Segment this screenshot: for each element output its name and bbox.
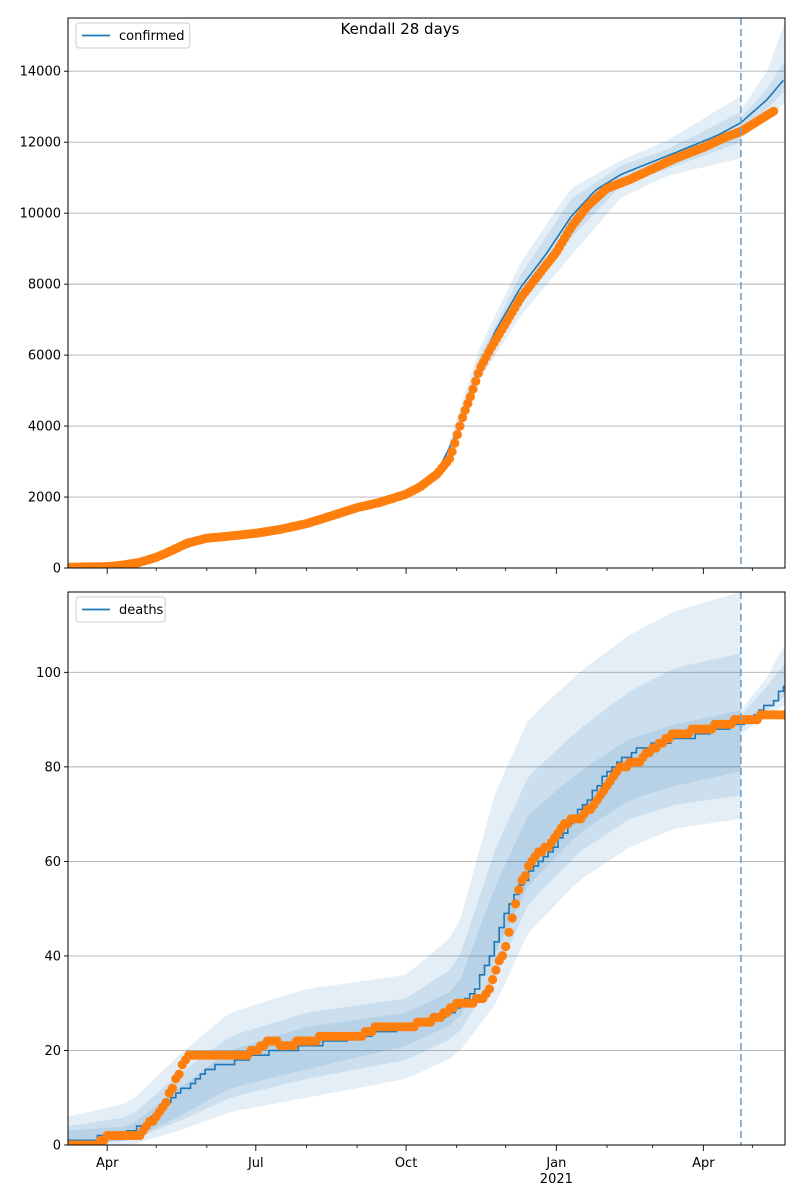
confidence-band <box>68 653 741 1145</box>
observed-point <box>484 984 494 994</box>
axes-frame <box>67 17 786 569</box>
observed-point <box>167 1083 178 1093</box>
x-tick-sublabel: 2021 <box>540 1172 573 1187</box>
observed-point <box>444 454 455 464</box>
observed-point <box>468 384 478 394</box>
y-tick-label: 2000 <box>28 491 61 506</box>
y-tick-label: 100 <box>36 666 61 681</box>
x-tick-label: Apr <box>96 1156 119 1171</box>
observed-point <box>174 1069 184 1079</box>
observed-point <box>507 913 517 923</box>
y-tick-label: 8000 <box>28 278 61 293</box>
subplot-confirmed: 0 2000 4000 6000 8000 10000 12000 14000 confirme… <box>20 17 786 577</box>
observed-point <box>491 965 501 975</box>
observed-point <box>520 871 530 881</box>
y-tick-label: 0 <box>53 562 61 577</box>
observed-point <box>450 438 460 448</box>
y-tick-label: 14000 <box>20 65 61 80</box>
y-tick-label: 80 <box>44 760 61 775</box>
observed-point <box>514 885 524 895</box>
observed-point <box>488 975 498 985</box>
y-tick-label: 40 <box>44 949 61 964</box>
x-tick-label: Jul <box>247 1156 264 1171</box>
observed-point <box>161 1097 171 1108</box>
observed-point <box>447 447 457 457</box>
chart-suptitle: Kendall 28 days <box>340 20 460 38</box>
y-tick-label: 12000 <box>20 136 61 151</box>
y-tick-label: 10000 <box>20 207 61 222</box>
plot-area <box>68 592 785 1145</box>
legend-box <box>75 22 191 49</box>
legend-box <box>75 596 166 623</box>
legend-label: deaths <box>119 603 164 618</box>
confidence-band <box>740 662 785 730</box>
observed-point <box>452 430 462 440</box>
axes-frame <box>67 591 786 1146</box>
legend: confirmed <box>75 22 191 49</box>
observed-point <box>778 710 785 720</box>
confidence-band <box>740 644 785 734</box>
observed-point <box>510 899 521 909</box>
confidence-band <box>445 96 741 466</box>
observed-point <box>504 927 514 937</box>
x-tick-label: Oct <box>395 1156 417 1171</box>
legend: deaths <box>75 596 166 623</box>
y-tick-label: 4000 <box>28 420 61 435</box>
observed-point <box>465 392 475 402</box>
y-tick-label: 60 <box>44 855 61 870</box>
observed-point <box>501 941 511 952</box>
observed-point <box>455 421 465 431</box>
legend-label: confirmed <box>119 29 185 44</box>
observed-point <box>458 412 468 423</box>
observed-point <box>471 376 481 386</box>
y-tick-label: 20 <box>44 1044 61 1059</box>
confidence-band <box>68 592 741 1145</box>
observed-point <box>769 106 779 116</box>
y-tick-label: 6000 <box>28 349 61 364</box>
y-tick-label: 0 <box>53 1139 61 1154</box>
x-tick-label: Jan <box>545 1156 566 1171</box>
observed-point <box>497 951 507 961</box>
plot-area <box>68 21 785 568</box>
x-tick-label: Apr <box>692 1156 715 1171</box>
